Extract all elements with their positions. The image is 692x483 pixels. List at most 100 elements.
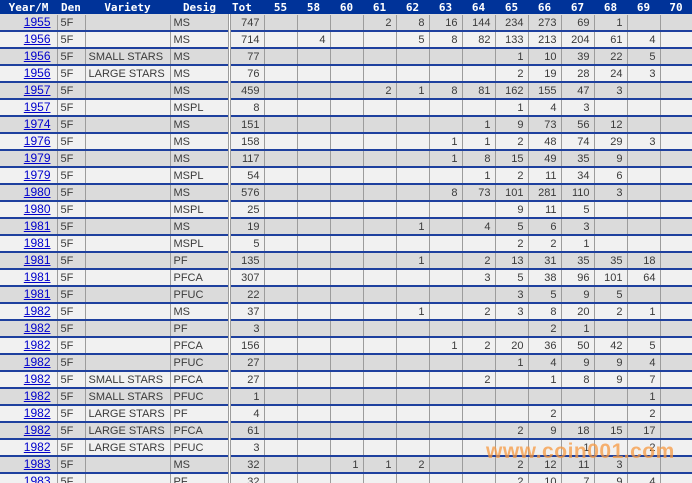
table-row: 1957 5F MSPL 8 1 4 3 [0, 99, 692, 116]
mintage-value-cell [429, 422, 463, 439]
year-link[interactable]: 1982 [23, 389, 51, 403]
year-link[interactable]: 1982 [23, 423, 51, 437]
year-link[interactable]: 1956 [23, 32, 51, 46]
mintage-value-cell: 82 [462, 31, 496, 48]
year-cell: 1979 [0, 150, 58, 167]
mintage-value-cell: 2 [462, 371, 496, 388]
mintage-value-cell: 5 [528, 286, 562, 303]
year-link[interactable]: 1982 [23, 372, 51, 386]
mintage-value-cell [396, 99, 430, 116]
mintage-value-cell [330, 286, 364, 303]
year-link[interactable]: 1982 [23, 406, 51, 420]
mintage-value-cell [660, 405, 692, 422]
desig-cell: MS [170, 133, 230, 150]
mintage-value-cell [660, 48, 692, 65]
year-link[interactable]: 1982 [23, 321, 51, 335]
mintage-value-cell: 2 [495, 65, 529, 82]
mintage-value-cell [396, 286, 430, 303]
mintage-value-cell [264, 31, 298, 48]
year-link[interactable]: 1981 [23, 236, 51, 250]
total-cell: 3 [227, 439, 265, 456]
mintage-value-cell [660, 286, 692, 303]
mintage-value-cell: 9 [594, 473, 628, 483]
mintage-value-cell: 50 [561, 337, 595, 354]
desig-cell: PFUC [170, 439, 230, 456]
mintage-value-cell [396, 337, 430, 354]
year-link[interactable]: 1983 [23, 474, 51, 483]
mintage-value-cell [297, 65, 331, 82]
mintage-value-cell: 2 [363, 82, 397, 99]
desig-cell: MS [170, 116, 230, 133]
table-row: 1979 5F MSPL 54 1 2 11 34 6 [0, 167, 692, 184]
year-link[interactable]: 1982 [23, 355, 51, 369]
year-link[interactable]: 1981 [23, 253, 51, 267]
table-row: 1957 5F MS 459 2 1 8 81 162 155 47 3 [0, 82, 692, 99]
mintage-value-cell [264, 82, 298, 99]
year-link[interactable]: 1979 [23, 151, 51, 165]
mintage-value-cell: 2 [495, 235, 529, 252]
mintage-value-cell [297, 473, 331, 483]
mintage-value-cell [660, 65, 692, 82]
variety-cell [85, 235, 171, 252]
mintage-value-cell [627, 201, 661, 218]
year-link[interactable]: 1976 [23, 134, 51, 148]
year-cell: 1956 [0, 31, 58, 48]
mintage-value-cell: 273 [528, 14, 562, 31]
year-link[interactable]: 1983 [23, 457, 51, 471]
mintage-value-cell [429, 48, 463, 65]
mintage-value-cell: 1 [462, 167, 496, 184]
mintage-value-cell [594, 405, 628, 422]
year-link[interactable]: 1982 [23, 338, 51, 352]
mintage-value-cell [297, 116, 331, 133]
year-link[interactable]: 1981 [23, 219, 51, 233]
year-link[interactable]: 1957 [23, 83, 51, 97]
year-link[interactable]: 1979 [23, 168, 51, 182]
year-cell: 1956 [0, 65, 58, 82]
variety-cell [85, 286, 171, 303]
mintage-value-cell [594, 320, 628, 337]
mintage-value-cell: 4 [462, 218, 496, 235]
year-link[interactable]: 1957 [23, 100, 51, 114]
den-cell: 5F [57, 303, 86, 320]
mintage-value-cell [330, 201, 364, 218]
mintage-value-cell: 155 [528, 82, 562, 99]
year-link[interactable]: 1982 [23, 304, 51, 318]
mintage-value-cell: 29 [594, 133, 628, 150]
mintage-value-cell: 5 [495, 269, 529, 286]
mintage-value-cell [330, 371, 364, 388]
desig-cell: PFCA [170, 337, 230, 354]
mintage-value-cell [330, 99, 364, 116]
table-row: 1956 5F LARGE STARS MS 76 2 19 28 24 3 [0, 65, 692, 82]
year-link[interactable]: 1955 [23, 15, 51, 29]
year-link[interactable]: 1974 [23, 117, 51, 131]
mintage-value-cell: 1 [429, 337, 463, 354]
year-link[interactable]: 1956 [23, 49, 51, 63]
year-cell: 1976 [0, 133, 58, 150]
den-cell: 5F [57, 405, 86, 422]
mintage-value-cell: 5 [561, 201, 595, 218]
mintage-value-cell: 234 [495, 14, 529, 31]
year-link[interactable]: 1956 [23, 66, 51, 80]
variety-cell [85, 99, 171, 116]
column-header-69: 69 [627, 0, 660, 15]
year-link[interactable]: 1981 [23, 287, 51, 301]
mintage-value-cell [462, 320, 496, 337]
mintage-value-cell: 204 [561, 31, 595, 48]
total-cell: 32 [227, 456, 265, 473]
year-link[interactable]: 1980 [23, 185, 51, 199]
year-link[interactable]: 1982 [23, 440, 51, 454]
variety-cell [85, 14, 171, 31]
year-link[interactable]: 1980 [23, 202, 51, 216]
mintage-value-cell: 8 [561, 371, 595, 388]
desig-cell: MS [170, 31, 230, 48]
mintage-value-cell [297, 269, 331, 286]
year-link[interactable]: 1981 [23, 270, 51, 284]
mintage-value-cell: 1 [429, 150, 463, 167]
mintage-value-cell: 7 [561, 473, 595, 483]
column-header-65: 65 [495, 0, 528, 15]
mintage-value-cell [297, 150, 331, 167]
variety-cell [85, 218, 171, 235]
den-cell: 5F [57, 439, 86, 456]
column-header-61: 61 [363, 0, 396, 15]
